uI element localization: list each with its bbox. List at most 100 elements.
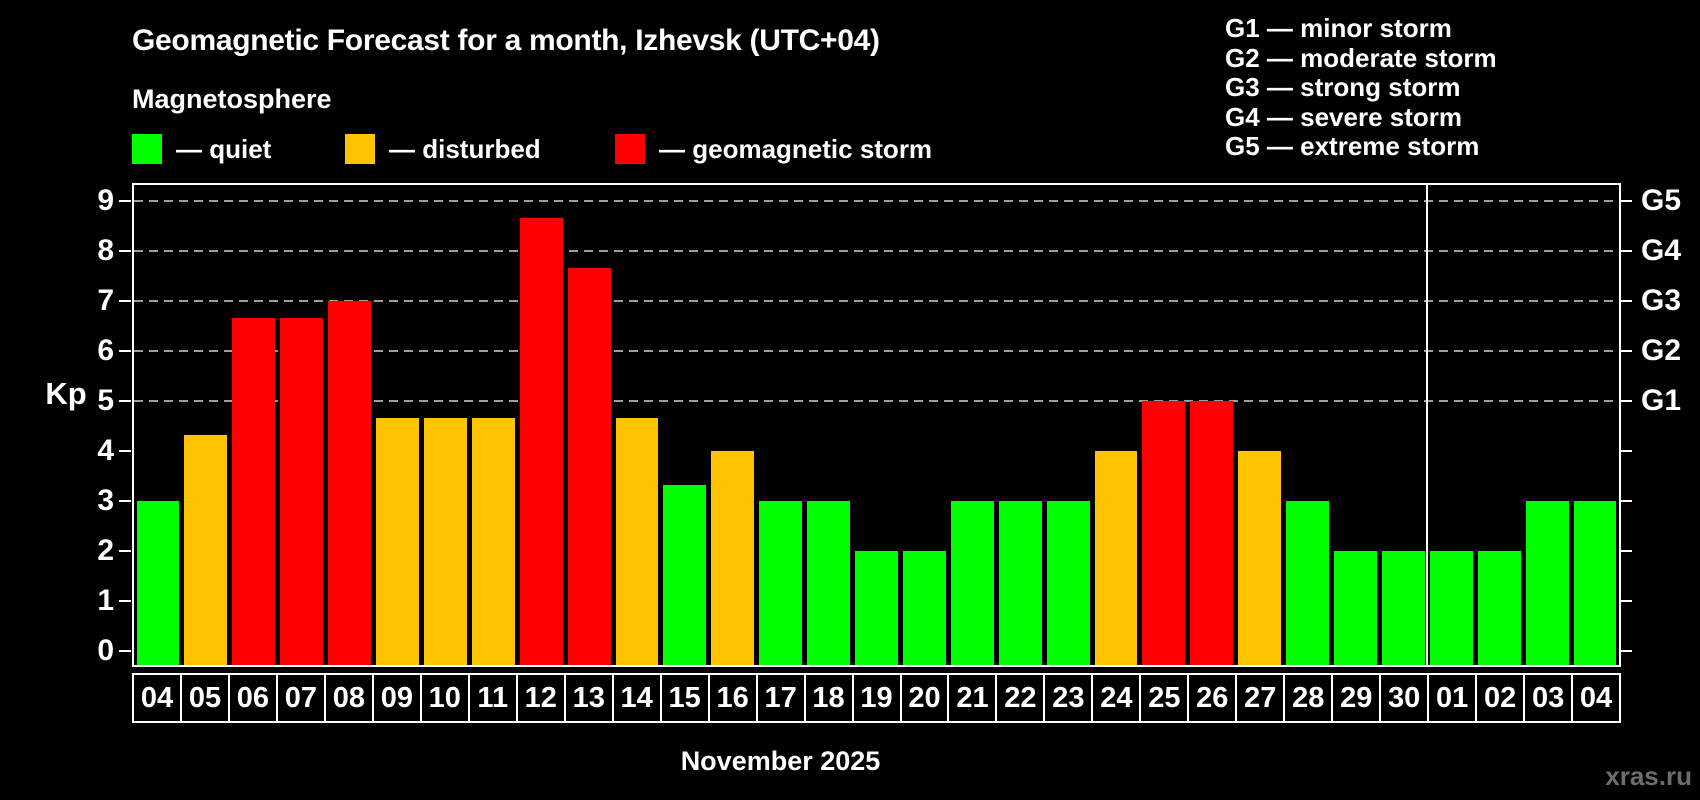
day-label-25-21: 25 — [1139, 675, 1187, 721]
kp-tick-label-5: 5 — [97, 384, 114, 417]
kp-bar-17-13 — [759, 501, 803, 665]
left-axis-tick-4 — [119, 450, 131, 452]
g-legend-line-2: G2 — moderate storm — [1225, 42, 1497, 73]
left-axis-tick-3 — [119, 500, 131, 502]
g-legend-line-3: G3 — strong storm — [1225, 72, 1461, 103]
right-axis-tick-3 — [1620, 500, 1632, 502]
kp-bar-18-14 — [807, 501, 851, 665]
g-legend-line-4: G4 — severe storm — [1225, 101, 1463, 132]
day-label-08-4: 08 — [323, 675, 372, 721]
kp-bar-07-3 — [280, 317, 324, 665]
storm-legend-swatch — [615, 134, 645, 164]
watermark: xras.ru — [1605, 761, 1692, 791]
day-label-29-25: 29 — [1331, 675, 1379, 721]
kp-bar-11-7 — [471, 417, 515, 665]
g-level-label-G1: G1 — [1641, 384, 1682, 417]
g-level-label-G2: G2 — [1641, 334, 1682, 367]
kp-bar-19-15 — [855, 551, 898, 665]
kp-tick-label-1: 1 — [97, 584, 114, 617]
disturbed-legend-label: — disturbed — [389, 134, 541, 164]
kp-bar-16-12 — [711, 451, 755, 665]
kp-tick-label-7: 7 — [97, 284, 114, 317]
right-axis-tick-4 — [1620, 450, 1632, 452]
day-label-02-28: 02 — [1475, 675, 1523, 721]
kp-bar-03-29 — [1525, 501, 1569, 665]
kp-tick-label-6: 6 — [97, 334, 114, 367]
day-label-10-6: 10 — [419, 675, 468, 721]
chart-subtitle: Magnetosphere — [132, 84, 332, 114]
right-axis-tick-9 — [1620, 200, 1632, 202]
kp-bar-22-18 — [998, 501, 1042, 665]
g-level-label-G3: G3 — [1641, 284, 1682, 317]
day-label-03-29: 03 — [1523, 675, 1571, 721]
g-level-label-G4: G4 — [1641, 234, 1682, 267]
kp-bar-30-26 — [1381, 551, 1425, 665]
gridline-kp-9 — [134, 200, 1619, 202]
right-axis-tick-0 — [1620, 650, 1632, 652]
kp-tick-label-9: 9 — [97, 184, 114, 217]
right-axis-tick-1 — [1620, 600, 1632, 602]
day-label-13-9: 13 — [563, 675, 612, 721]
day-label-15-11: 15 — [659, 675, 708, 721]
kp-bar-24-20 — [1094, 451, 1138, 665]
kp-tick-label-4: 4 — [97, 434, 114, 467]
day-label-12-8: 12 — [515, 675, 564, 721]
kp-bar-04-30 — [1573, 501, 1617, 665]
day-label-19-15: 19 — [851, 675, 900, 721]
kp-bar-26-22 — [1190, 401, 1234, 665]
g-level-label-G5: G5 — [1641, 184, 1682, 217]
day-label-27-23: 27 — [1235, 675, 1283, 721]
kp-bar-05-1 — [184, 434, 228, 665]
quiet-legend-label: — quiet — [176, 134, 272, 164]
kp-bar-09-5 — [376, 417, 419, 665]
kp-bar-21-17 — [950, 501, 994, 665]
gridline-kp-5 — [134, 400, 1619, 402]
g-scale-legend: G1 — minor storm G2 — moderate storm G3 — … — [1225, 13, 1497, 162]
kp-bar-25-21 — [1142, 401, 1186, 665]
day-label-20-16: 20 — [899, 675, 948, 721]
day-label-09-5: 09 — [371, 675, 420, 721]
left-axis-tick-2 — [119, 550, 131, 552]
gridline-kp-6 — [134, 350, 1619, 352]
kp-bar-29-25 — [1334, 551, 1377, 665]
kp-tick-label-3: 3 — [97, 484, 114, 517]
kp-bar-04-0 — [136, 501, 180, 665]
storm-legend-label: — geomagnetic storm — [659, 134, 933, 164]
day-label-06-2: 06 — [227, 675, 276, 721]
kp-bar-12-8 — [519, 217, 563, 665]
g-legend-line-5: G5 — extreme storm — [1225, 131, 1480, 162]
kp-bar-08-4 — [328, 301, 371, 665]
day-label-14-10: 14 — [611, 675, 660, 721]
left-axis-tick-1 — [119, 600, 131, 602]
left-axis-tick-8 — [119, 250, 131, 252]
month-divider — [1426, 185, 1429, 665]
right-axis-tick-5 — [1620, 400, 1632, 402]
kp-bar-15-11 — [663, 484, 707, 665]
day-label-16-12: 16 — [707, 675, 756, 721]
kp-tick-label-2: 2 — [97, 534, 114, 567]
kp-bar-23-19 — [1046, 501, 1090, 665]
kp-bar-28-24 — [1286, 501, 1330, 665]
day-label-05-1: 05 — [179, 675, 228, 721]
day-label-21-17: 21 — [947, 675, 995, 721]
day-label-24-20: 24 — [1091, 675, 1139, 721]
disturbed-legend-swatch — [345, 134, 375, 164]
day-label-26-22: 26 — [1187, 675, 1235, 721]
day-axis-row: 04 05 06 07 08 09 10 11 12 13 14 15 16 17 18 19 20 21 22 23… — [132, 673, 1621, 723]
kp-bar-06-2 — [232, 317, 276, 665]
kp-tick-label-8: 8 — [97, 234, 114, 267]
left-axis-tick-5 — [119, 400, 131, 402]
right-axis-tick-8 — [1620, 250, 1632, 252]
left-axis-tick-7 — [119, 300, 131, 302]
left-axis-tick-6 — [119, 350, 131, 352]
plot-area — [132, 183, 1621, 667]
right-axis-tick-6 — [1620, 350, 1632, 352]
day-label-11-7: 11 — [467, 675, 516, 721]
day-label-04-0: 04 — [140, 681, 174, 714]
day-label-30-26: 30 — [1379, 675, 1427, 721]
kp-bar-10-6 — [423, 417, 467, 665]
kp-bar-01-27 — [1429, 551, 1473, 665]
kp-axis-title: Kp — [45, 376, 87, 411]
day-label-28-24: 28 — [1283, 675, 1331, 721]
day-label-07-3: 07 — [275, 675, 324, 721]
